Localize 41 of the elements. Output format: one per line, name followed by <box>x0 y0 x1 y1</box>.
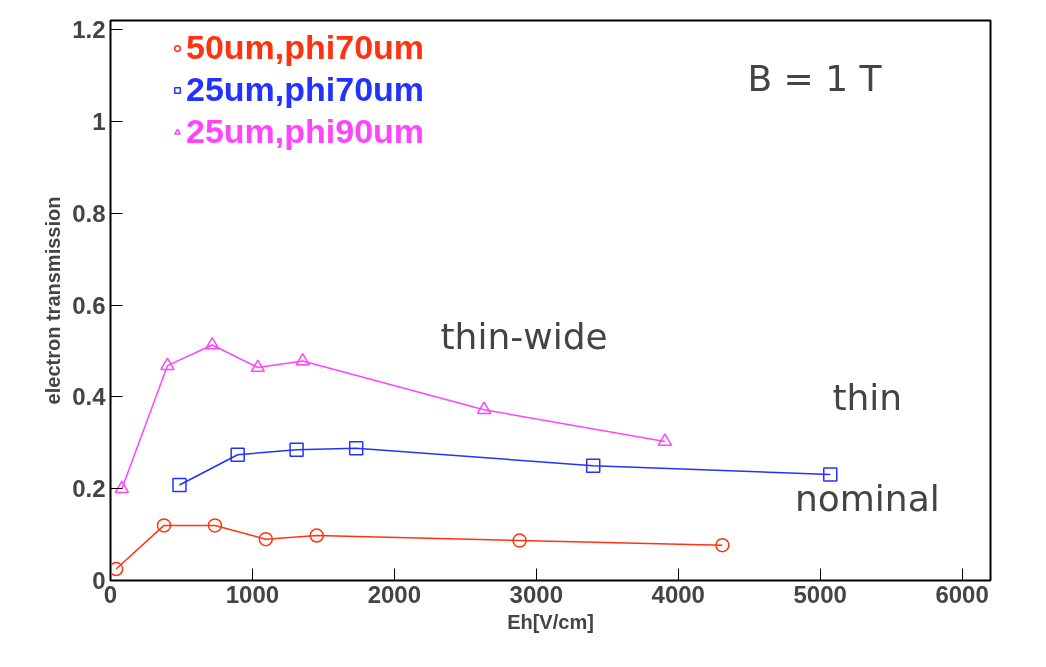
y-tick-label: 0.2 <box>72 475 106 503</box>
x-axis-title: Eh[V/cm] <box>507 610 594 633</box>
x-tick-label: 1000 <box>225 580 280 608</box>
point <box>156 518 172 533</box>
point <box>250 359 266 373</box>
y-axis-title: electron transmission <box>42 196 65 405</box>
point <box>657 433 673 446</box>
x-tick-label: 5000 <box>793 580 847 608</box>
point <box>585 458 601 473</box>
point <box>207 518 223 533</box>
x-tick-label: 4000 <box>651 580 705 608</box>
point <box>160 357 175 371</box>
annotation: B = 1 T <box>747 57 883 99</box>
x-tick-label: 2000 <box>367 580 422 608</box>
point <box>348 441 364 456</box>
point <box>172 477 187 493</box>
legend-label: 25um,phi70um <box>186 70 425 109</box>
point <box>114 480 130 494</box>
legend-label: 50um,phi70um <box>186 28 425 67</box>
point <box>295 352 310 366</box>
point <box>512 533 527 548</box>
point <box>205 336 220 350</box>
x-tick-label: 3000 <box>509 580 563 608</box>
point <box>715 537 730 553</box>
point <box>823 467 838 482</box>
y-tick-label: 1.2 <box>72 16 106 44</box>
point <box>258 531 274 547</box>
x-tick-label: 6000 <box>935 580 989 608</box>
point <box>476 401 492 415</box>
point <box>230 447 245 462</box>
point <box>110 561 124 577</box>
y-tick-label: 0.6 <box>72 291 106 319</box>
point <box>309 528 324 543</box>
legend-label: 25um,phi90um <box>186 112 425 151</box>
y-tick-label: 0.8 <box>72 199 106 227</box>
annotation: nominal <box>794 477 940 519</box>
point <box>289 442 304 457</box>
annotation: thin <box>832 377 903 419</box>
y-tick-label: 1 <box>92 107 106 135</box>
annotation: thin-wide <box>440 315 608 357</box>
y-tick-label: 0.4 <box>72 383 107 411</box>
